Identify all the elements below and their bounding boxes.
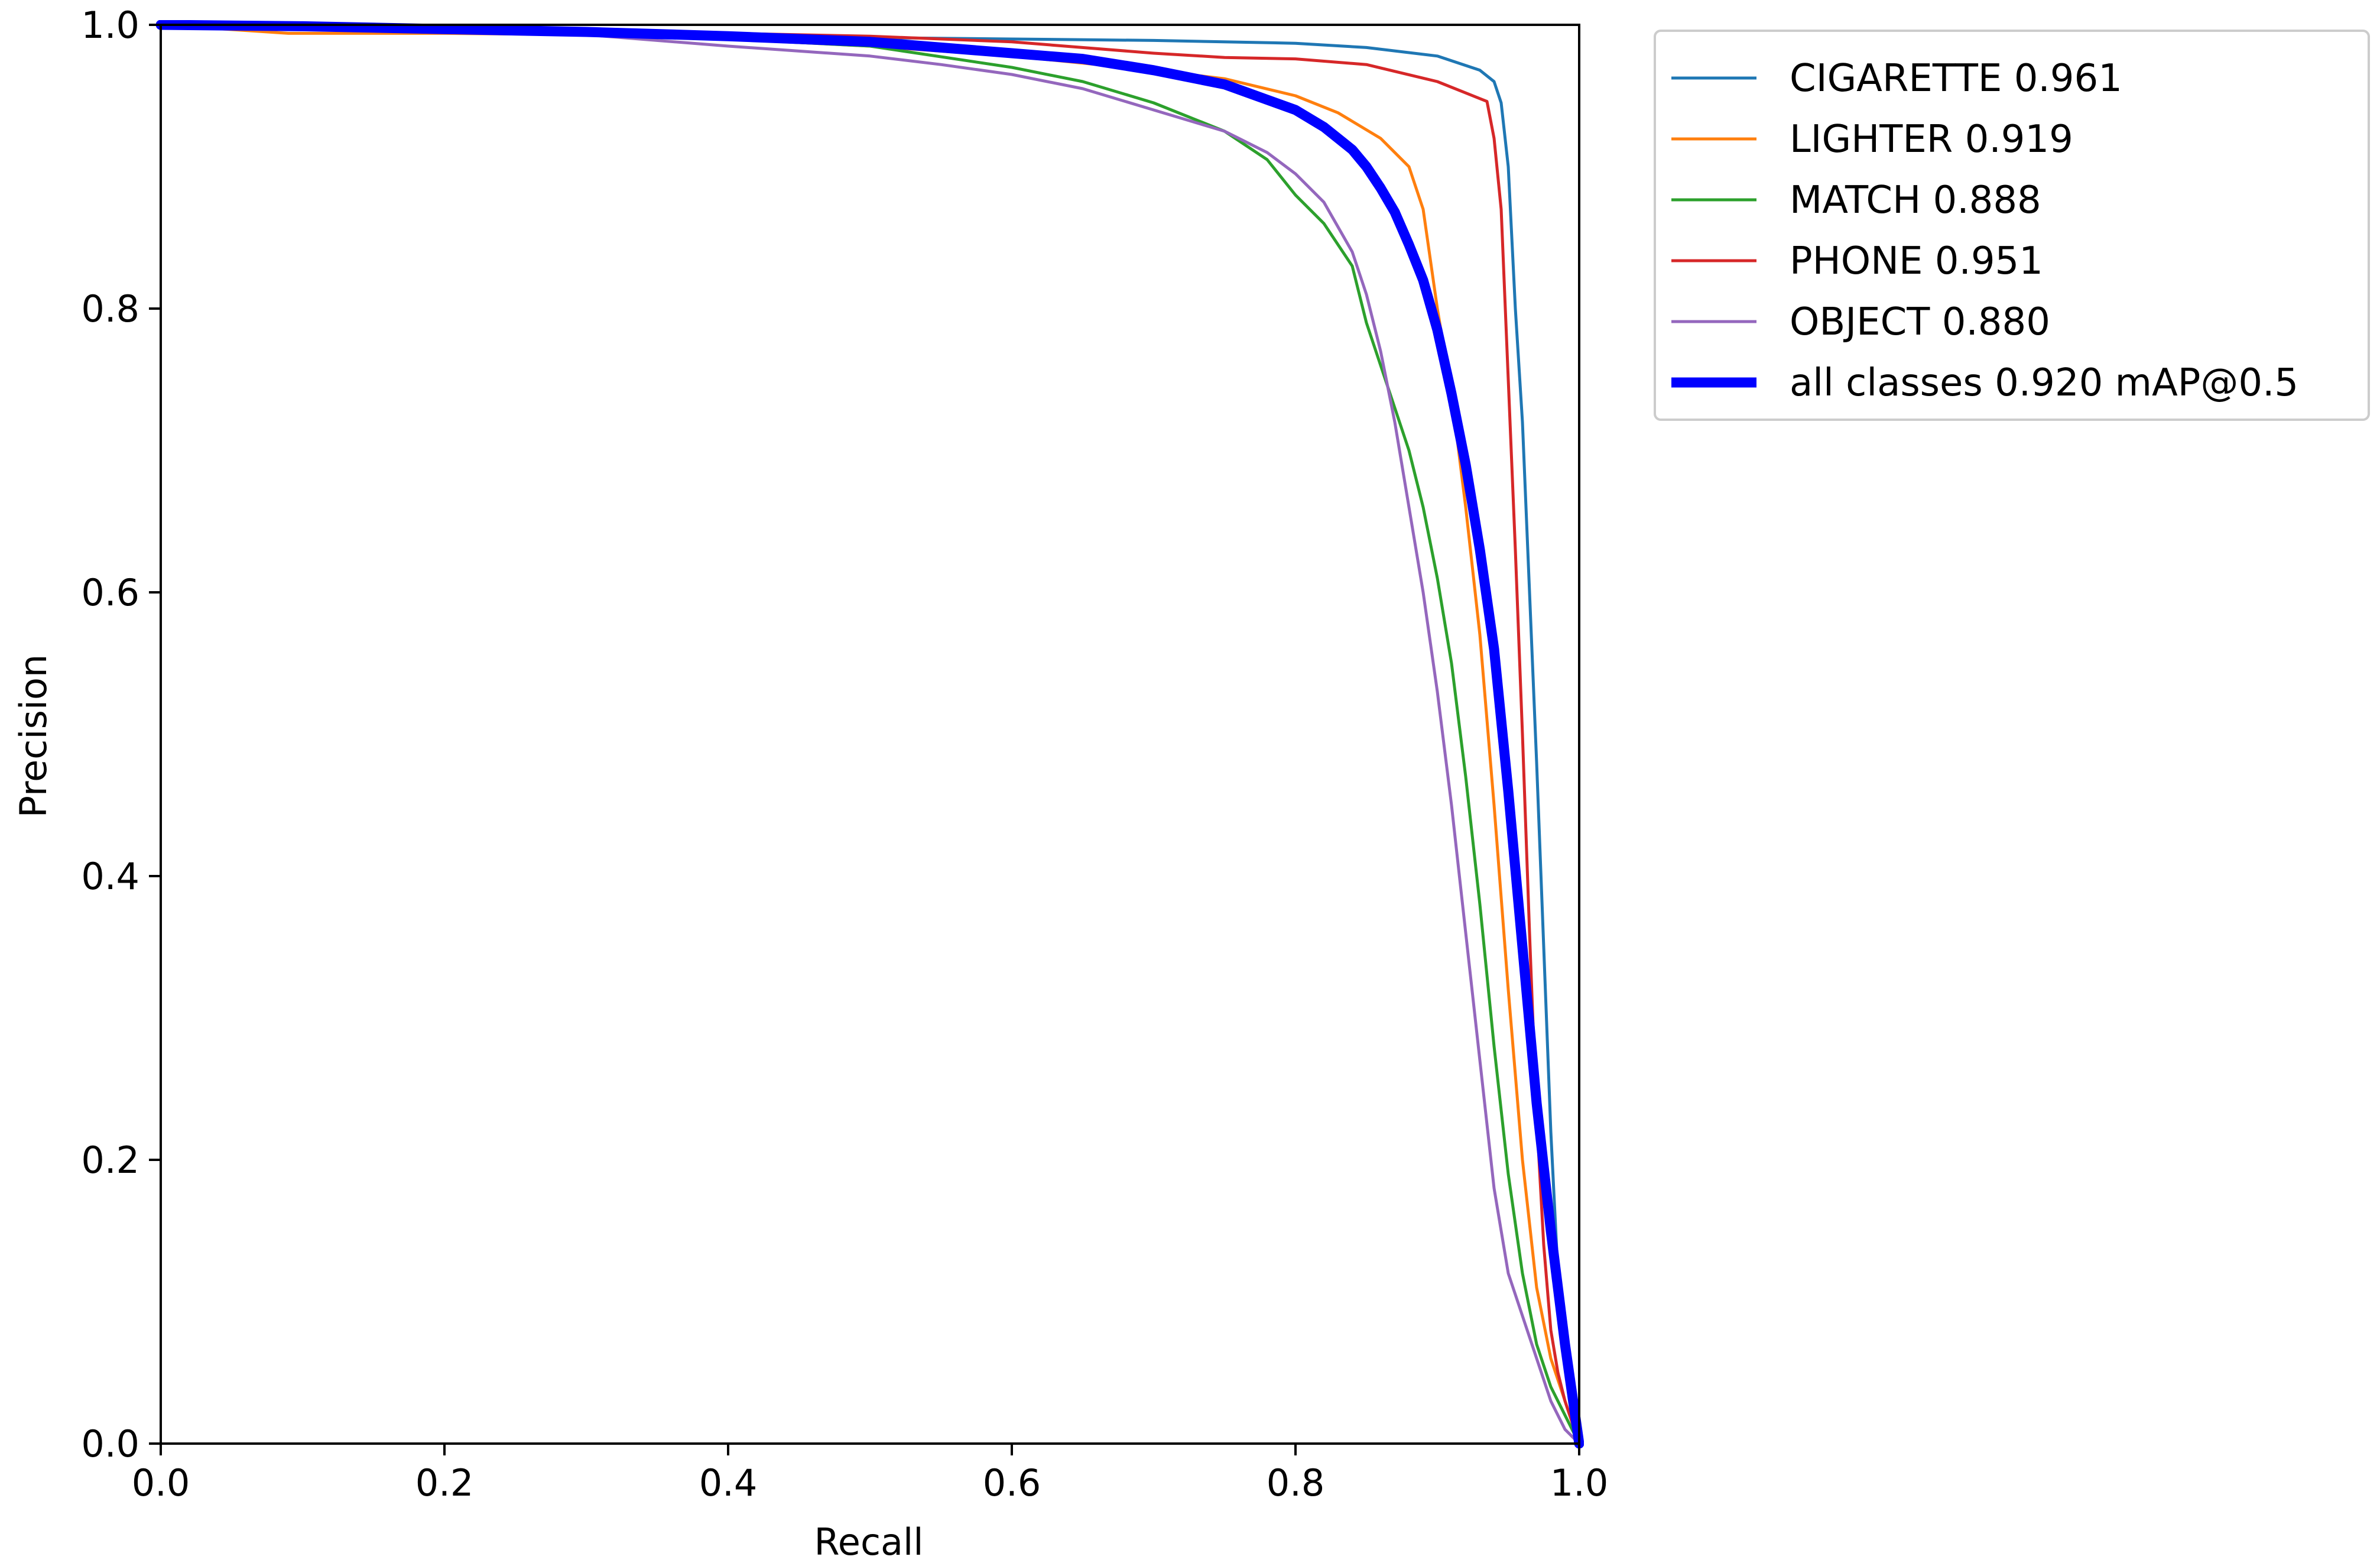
legend-box [1654,30,2370,421]
y-axis-label: Precision [12,654,55,818]
x-tick-label-2: 0.4 [699,1461,758,1504]
y-tick-label-2: 0.4 [81,855,139,898]
legend-label-5: all classes 0.920 mAP@0.5 [1790,361,2298,405]
x-tick-label-4: 0.8 [1267,1461,1325,1504]
series-line-5 [156,20,1584,1448]
x-axis-ticks: 0.0 0.2 0.4 0.6 0.8 1.0 [132,1444,1609,1504]
y-tick-label-3: 0.6 [81,571,139,614]
legend-label-3: PHONE 0.951 [1790,239,2043,283]
x-axis-label: Recall [814,1520,924,1563]
x-tick-label-1: 0.2 [415,1461,474,1504]
y-tick-label-5: 1.0 [81,4,139,47]
axes-frame [160,24,1580,1445]
legend-label-2: MATCH 0.888 [1790,179,2041,222]
legend-label-4: OBJECT 0.880 [1790,300,2050,344]
x-tick-label-5: 1.0 [1550,1461,1609,1504]
y-tick-label-1: 0.2 [81,1139,139,1182]
series-line-4 [159,23,1581,1445]
legend: CIGARETTE 0.961 LIGHTER 0.919 MATCH 0.888 P… [1654,30,2370,421]
y-tick-label-4: 0.8 [81,287,139,330]
x-tick-label-0: 0.0 [132,1461,190,1504]
y-tick-label-0: 0.0 [81,1422,139,1465]
legend-label-0: CIGARETTE 0.961 [1790,57,2122,100]
y-axis-ticks: 0.0 0.2 0.4 0.6 0.8 1.0 [81,4,161,1465]
legend-label-1: LIGHTER 0.919 [1790,118,2073,161]
x-tick-label-3: 0.6 [983,1461,1041,1504]
plot-area [156,20,1584,1448]
axes-border [160,24,1580,1445]
